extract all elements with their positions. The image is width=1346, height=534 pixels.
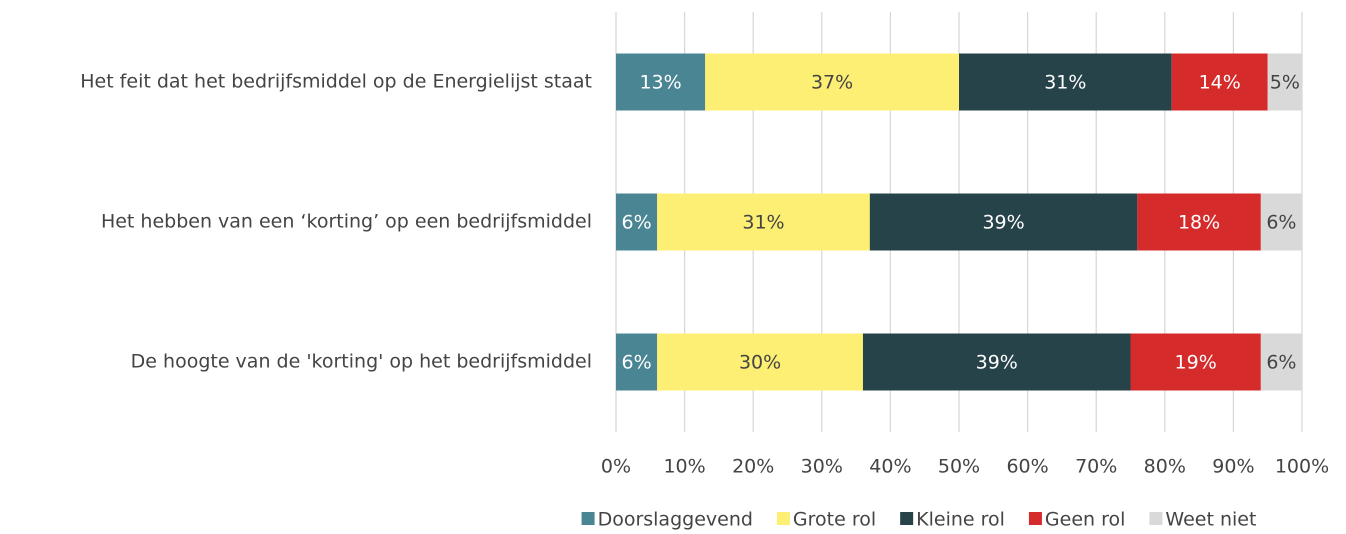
value-label: 5% [1270,72,1300,94]
bar-segment [616,333,658,391]
bar-segment [869,193,1138,251]
category-label: Het hebben van een ‘korting’ op een bedr… [101,211,592,233]
bar-segment [657,333,863,391]
x-tick-label: 0% [601,456,631,478]
value-label: 39% [982,212,1024,234]
legend-swatch [581,512,595,525]
bar-segment [1267,53,1302,111]
legend-swatch [1149,512,1163,525]
legend-swatch [900,512,914,525]
x-tick-label: 20% [732,456,774,478]
value-label: 37% [811,72,853,94]
bar-segment [862,333,1131,391]
x-tick-label: 50% [938,456,980,478]
value-label: 18% [1178,212,1220,234]
bar-segment [657,193,870,251]
legend-swatch [776,512,790,525]
legend-label: Doorslaggevend [598,509,753,531]
value-label: 31% [742,212,784,234]
value-label: 6% [622,352,652,374]
category-label: De hoogte van de 'korting' op het bedrij… [131,351,592,373]
value-label: 19% [1175,352,1217,374]
x-tick-label: 40% [869,456,911,478]
legend-swatch [1028,512,1042,525]
bar-segment [959,53,1172,111]
value-label: 6% [1266,352,1296,374]
bar-segment [1171,53,1268,111]
x-tick-label: 60% [1006,456,1048,478]
value-label: 6% [622,212,652,234]
x-tick-label: 30% [801,456,843,478]
value-label: 30% [739,352,781,374]
bar-segment [616,53,706,111]
bar-segment [1137,193,1261,251]
legend-label: Geen rol [1045,509,1125,531]
category-label: Het feit dat het bedrijfsmiddel op de En… [80,71,592,93]
legend-label: Kleine rol [916,509,1005,531]
value-label: 14% [1199,72,1241,94]
bar-segment [616,193,658,251]
bar-segment [1130,333,1261,391]
bar-segment [1260,333,1302,391]
bar-segment [705,53,959,111]
legend-label: Grote rol [793,509,876,531]
x-tick-label: 10% [663,456,705,478]
legend-label: Weet niet [1165,509,1256,531]
x-tick-label: 100% [1275,456,1329,478]
value-label: 6% [1266,212,1296,234]
value-label: 31% [1044,72,1086,94]
bar-segment [1260,193,1302,251]
x-tick-label: 70% [1075,456,1117,478]
value-label: 39% [976,352,1018,374]
x-tick-label: 90% [1212,456,1254,478]
x-tick-label: 80% [1144,456,1186,478]
value-label: 13% [639,72,681,94]
